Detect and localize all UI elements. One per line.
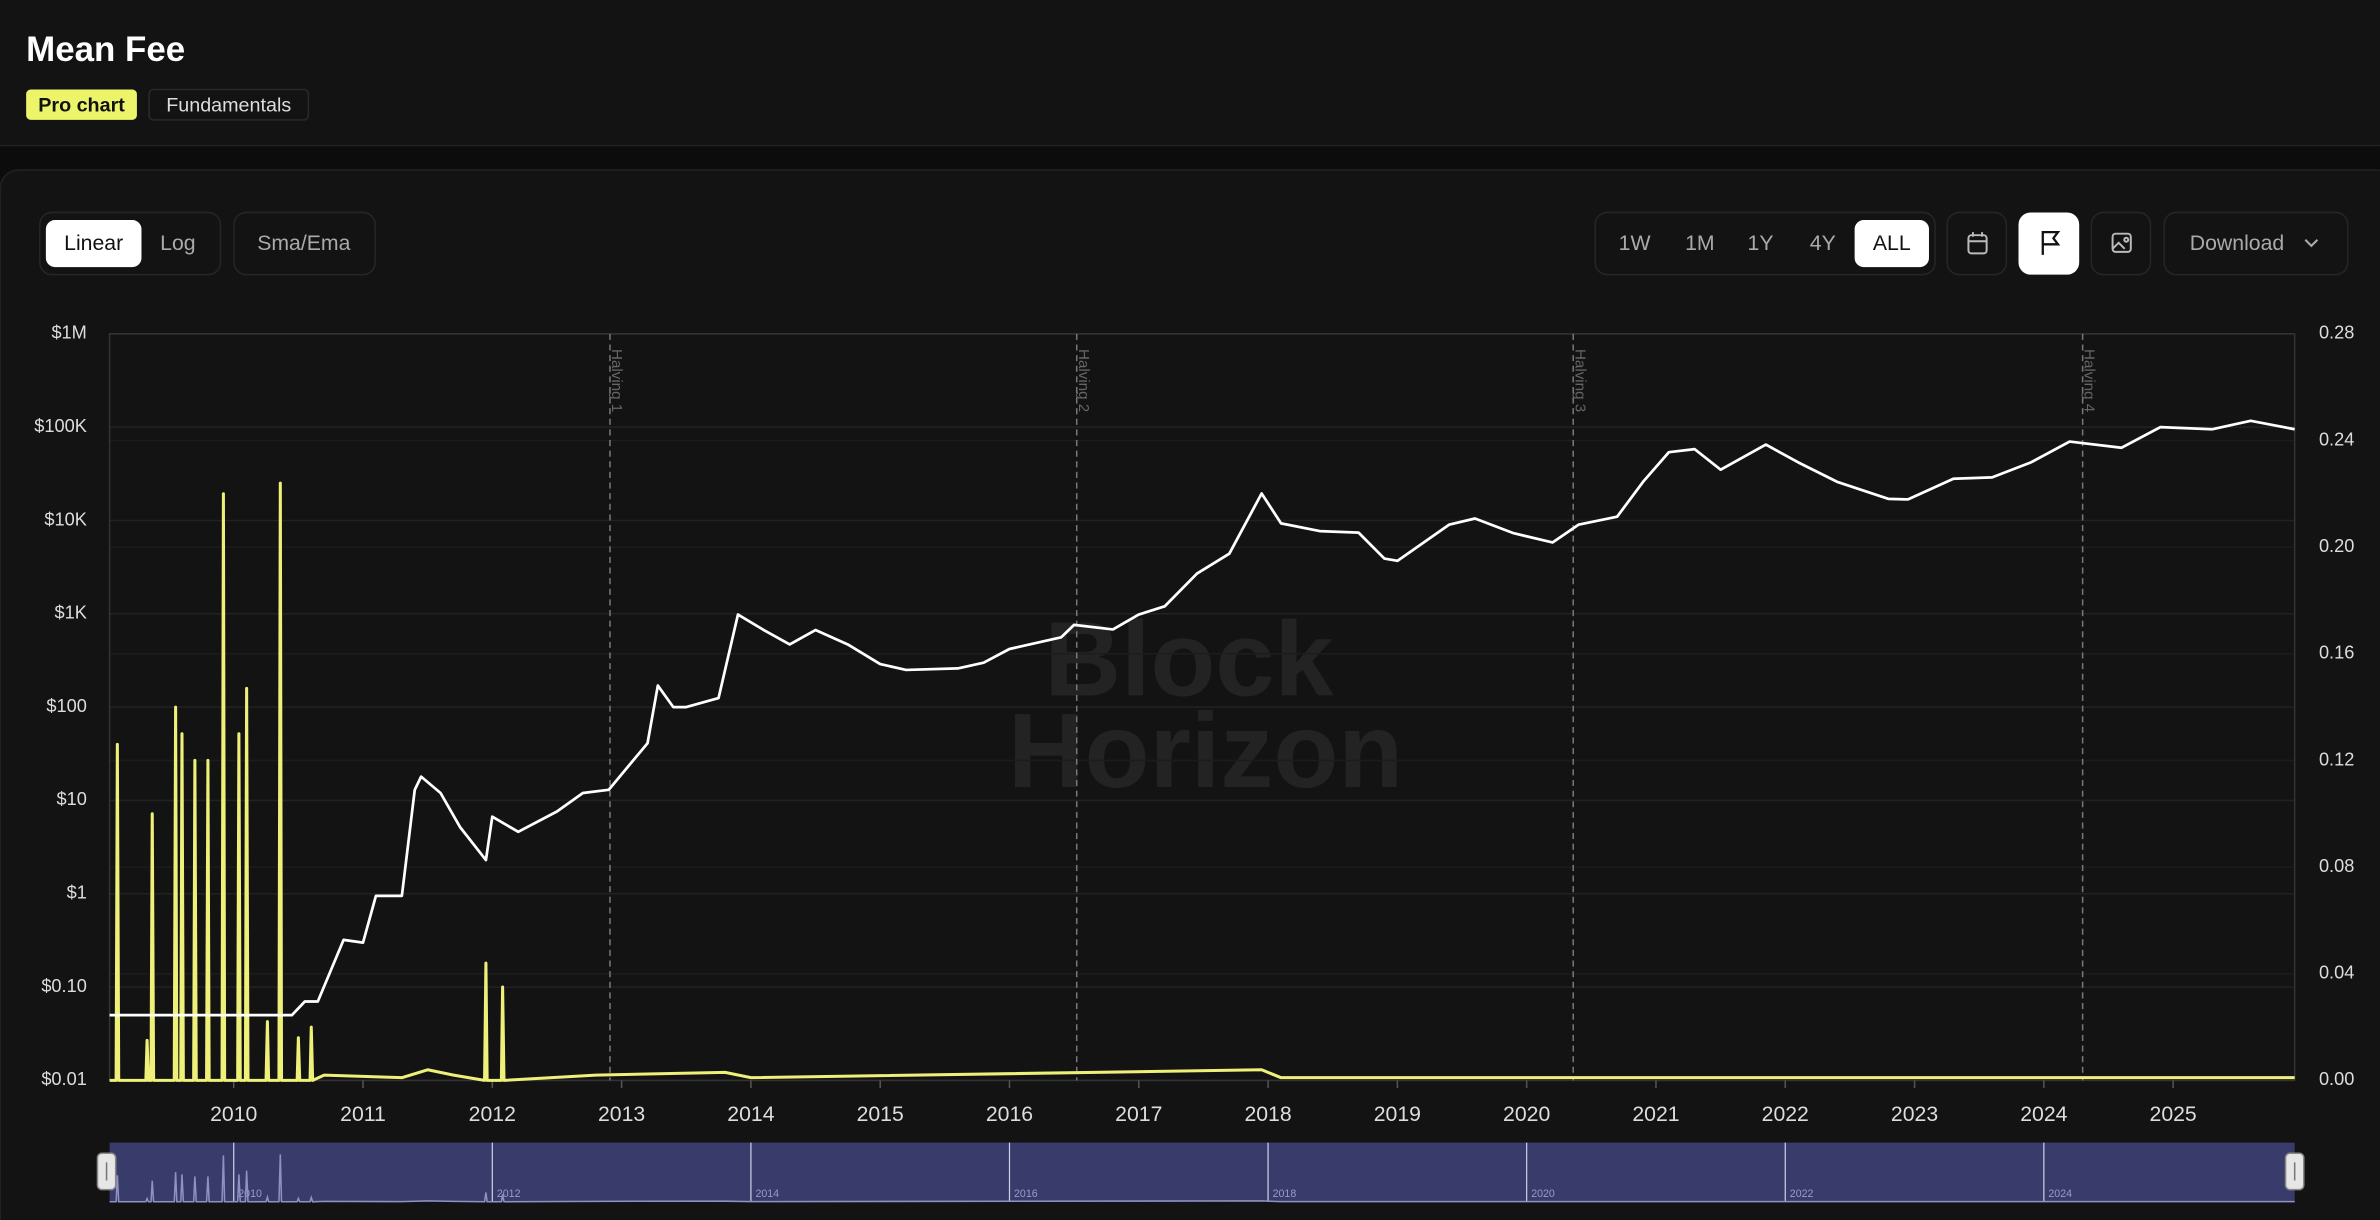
y2-tick-label: 0.16 [2319, 643, 2354, 663]
toolbar: Sma/Ema Download Linear Log 1W 1M 1Y 4Y ALL [39, 211, 2349, 276]
tab-label[interactable]: Fundamentals [166, 94, 291, 116]
navigator-tick-label: 2022 [1790, 1188, 1814, 1200]
y2-tick-label: 0.24 [2319, 429, 2354, 449]
y-tick-label: $1K [54, 603, 86, 623]
x-tick-label: 2016 [986, 1102, 1033, 1126]
tab[interactable] [148, 88, 310, 121]
x-tick-label: 2023 [1891, 1102, 1938, 1126]
flag-icon [2041, 231, 2061, 255]
page-title: Mean Fee [26, 30, 185, 69]
x-tick-label: 2019 [1374, 1102, 1421, 1126]
halving-label: Halving 3 [1571, 349, 1588, 412]
x-tick-label: 2017 [1115, 1102, 1162, 1126]
range-label[interactable]: 1W [1619, 231, 1651, 255]
range-label[interactable]: 1Y [1748, 231, 1774, 255]
tab[interactable] [26, 89, 137, 120]
halving-label: Halving 1 [608, 349, 625, 412]
x-tick-label: 2015 [857, 1102, 904, 1126]
y2-tick-label: 0.08 [2319, 856, 2354, 876]
navigator-tick-label: 2024 [2048, 1188, 2072, 1200]
download-label[interactable]: Download [2190, 231, 2284, 255]
y-tick-label: $0.10 [41, 976, 87, 996]
x-tick-label: 2014 [727, 1102, 774, 1126]
y-tick-label: $1M [51, 323, 86, 343]
x-tick-label: 2013 [598, 1102, 645, 1126]
image-button[interactable] [2090, 211, 2152, 276]
scale-label[interactable]: Linear [64, 231, 123, 255]
fee-line [109, 481, 2295, 1082]
indicator-label[interactable]: Sma/Ema [257, 231, 350, 255]
y2-tick-label: 0.04 [2319, 963, 2354, 983]
price-line [109, 419, 2295, 1017]
x-tick-label: 2025 [2150, 1102, 2197, 1126]
range-label[interactable]: 4Y [1810, 231, 1836, 255]
y-tick-label: $100 [46, 696, 86, 716]
scale-button[interactable] [45, 220, 142, 268]
halving-label: Halving 4 [2081, 349, 2098, 412]
y2-tick-label: 0.28 [2319, 323, 2354, 343]
range-label[interactable]: 1M [1685, 231, 1715, 255]
y2-tick-label: 0.20 [2319, 536, 2354, 556]
range-group [1594, 211, 1936, 276]
tab-label[interactable]: Pro chart [38, 94, 125, 116]
halving-label: Halving 2 [1075, 349, 1092, 412]
y-tick-label: $1 [67, 883, 87, 903]
navigator-tick-label: 2014 [755, 1188, 779, 1200]
x-tick-label: 2024 [2020, 1102, 2067, 1126]
navigator-tick-label: 2012 [497, 1188, 521, 1200]
y-tick-label: $100K [34, 416, 87, 436]
navigator-tick-label: 2020 [1531, 1188, 1555, 1200]
chart-panel [0, 169, 2380, 1220]
x-tick-label: 2012 [469, 1102, 516, 1126]
x-tick-label: 2022 [1762, 1102, 1809, 1126]
tabs: Pro chart Fundamentals [26, 88, 310, 121]
header-panel [0, 0, 2380, 147]
calendar-button[interactable] [1946, 211, 2008, 276]
scale-label[interactable]: Log [160, 231, 195, 255]
image-icon [2111, 232, 2132, 253]
range-label[interactable]: ALL [1873, 231, 1911, 255]
scale-group [39, 211, 222, 276]
x-tick-label: 2018 [1244, 1102, 1291, 1126]
download-button[interactable] [2163, 211, 2349, 276]
y2-tick-label: 0.12 [2319, 749, 2354, 769]
indicator-button[interactable] [233, 211, 376, 276]
navigator-line [109, 1154, 2295, 1203]
range-button[interactable] [1854, 220, 1929, 268]
x-tick-label: 2021 [1632, 1102, 1679, 1126]
y-tick-label: $10K [44, 509, 86, 529]
navigator [109, 1142, 2295, 1202]
watermark: Horizon [1008, 691, 1403, 810]
navigator-tick-label: 2018 [1273, 1188, 1297, 1200]
x-tick-label: 2020 [1503, 1102, 1550, 1126]
y-tick-label: $10 [56, 789, 86, 809]
calendar-icon [1967, 232, 1988, 255]
y2-tick-label: 0.00 [2319, 1069, 2354, 1089]
navigator-tick-label: 2016 [1014, 1188, 1038, 1200]
x-tick-label: 2011 [340, 1102, 386, 1126]
plot-border [108, 333, 2296, 1082]
watermark: Block [1044, 600, 1334, 719]
y-tick-label: $0.01 [41, 1069, 87, 1089]
navigator-tick-label: 2010 [238, 1188, 262, 1200]
chevron-icon [2304, 239, 2319, 248]
x-tick-label: 2010 [210, 1102, 257, 1126]
